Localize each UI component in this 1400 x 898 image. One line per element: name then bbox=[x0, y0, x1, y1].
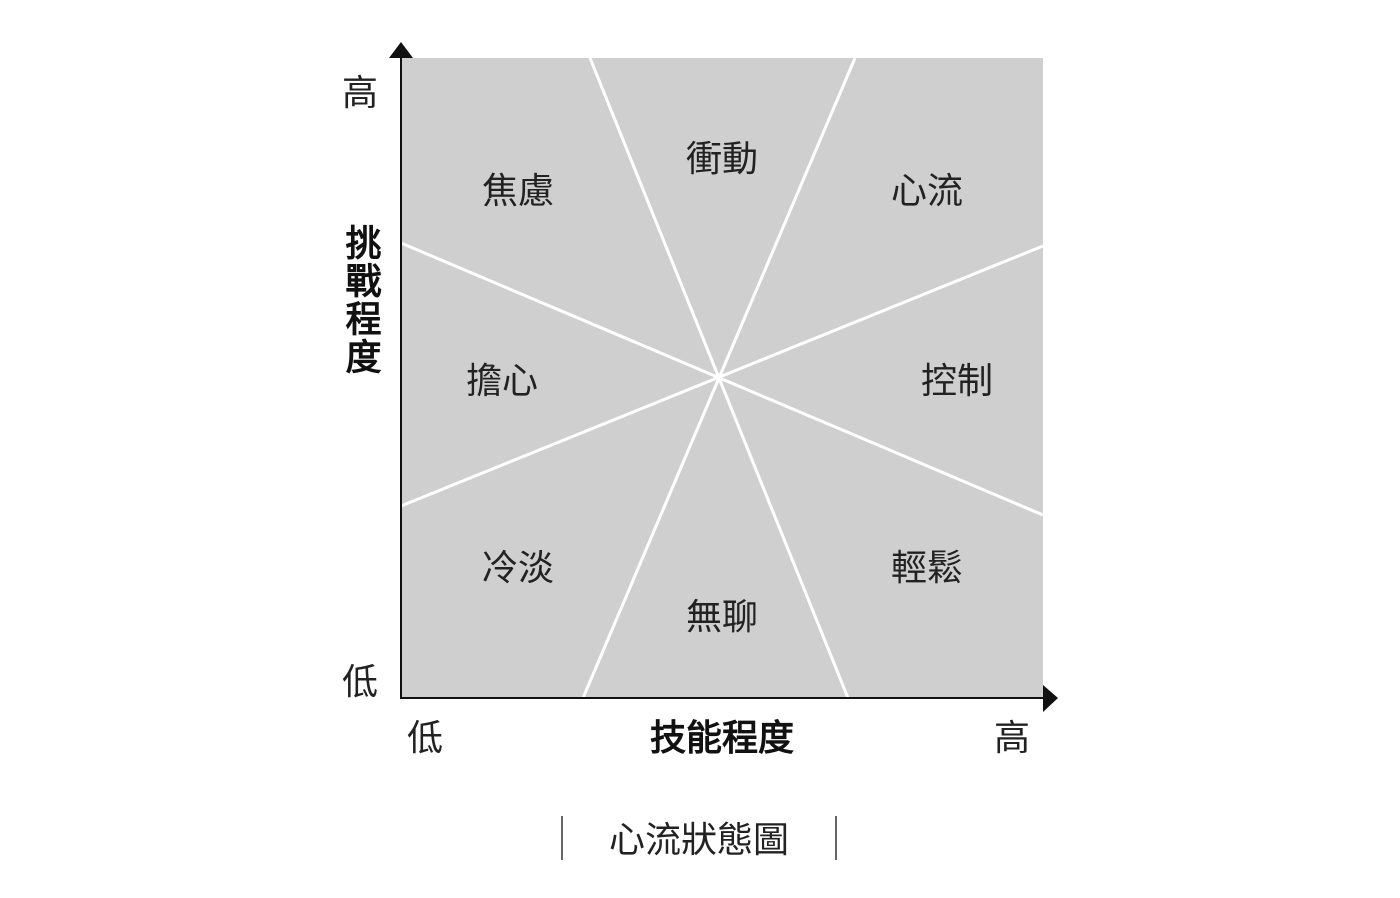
y-axis-high-label: 高 bbox=[342, 73, 378, 114]
region-label: 無聊 bbox=[686, 597, 758, 638]
x-axis-title: 技能程度 bbox=[650, 718, 794, 759]
x-axis-high-label: 高 bbox=[994, 718, 1030, 759]
region-label: 心流 bbox=[891, 171, 963, 212]
y-axis-arrow-icon bbox=[389, 42, 413, 58]
divider-line bbox=[400, 244, 1044, 508]
region-label: 衝動 bbox=[686, 139, 758, 180]
region-label: 輕鬆 bbox=[891, 548, 963, 589]
region-label: 控制 bbox=[921, 361, 993, 402]
diagram-caption: 心流狀態圖 bbox=[609, 820, 789, 861]
x-axis-low-label: 低 bbox=[407, 718, 443, 759]
divider-line bbox=[400, 241, 1044, 517]
region-label: 焦慮 bbox=[482, 171, 554, 212]
y-axis-low-label: 低 bbox=[342, 662, 378, 703]
y-axis-title: 挑戰程度 bbox=[340, 224, 382, 376]
x-axis-arrow-icon bbox=[1043, 685, 1058, 712]
divider-lines bbox=[400, 57, 1044, 699]
region-label: 擔心 bbox=[466, 361, 538, 402]
region-label: 冷淡 bbox=[482, 548, 554, 589]
